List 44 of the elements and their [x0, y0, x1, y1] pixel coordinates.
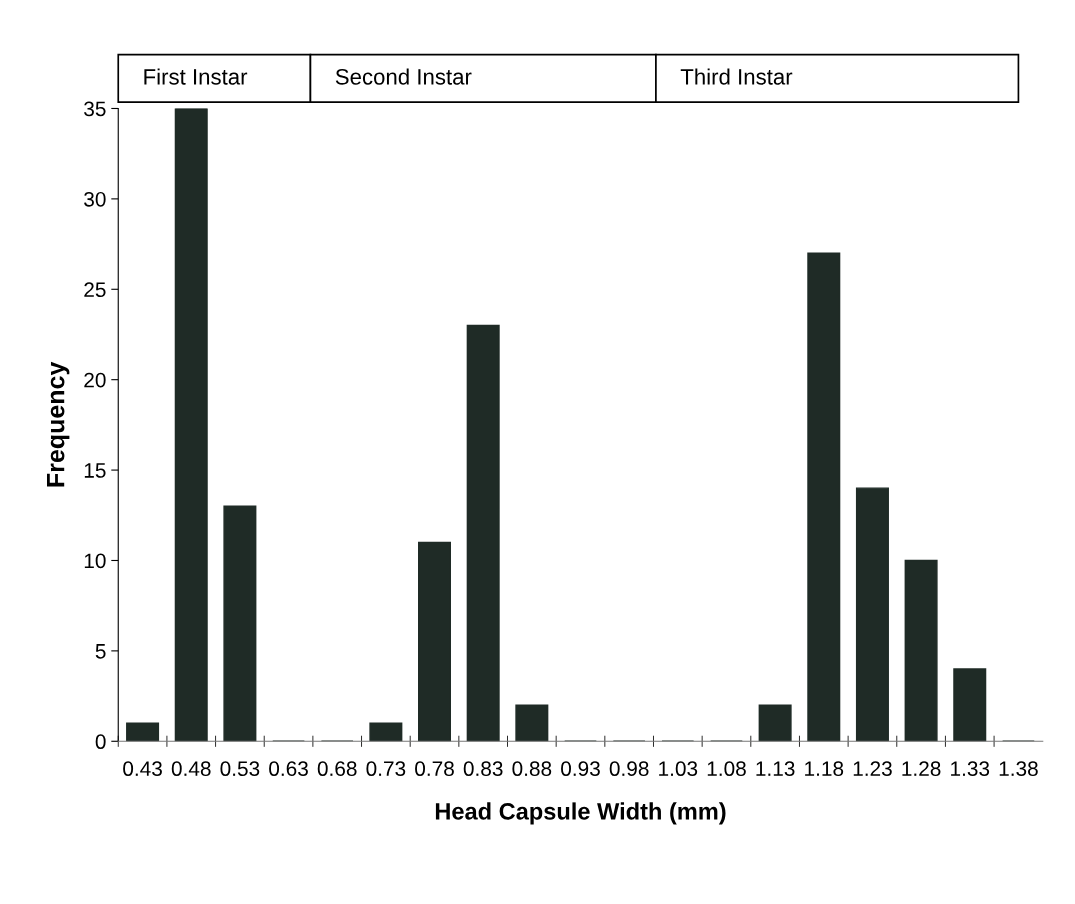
y-tick-label: 0 [95, 734, 106, 750]
x-tick-label: 0.98 [609, 761, 649, 777]
text: Third Instar [680, 68, 793, 85]
bar [953, 668, 987, 742]
bar [126, 722, 160, 742]
bar [418, 541, 452, 742]
y-tick-label: 30 [84, 191, 106, 207]
text: First Instar [144, 68, 248, 85]
x-tick-label: 1.28 [902, 761, 941, 777]
x-tick-label: 0.83 [463, 761, 503, 777]
x-tick-label: 1.03 [659, 761, 698, 777]
bar [223, 505, 257, 742]
x-tick-label: 0.43 [123, 761, 162, 777]
bar [904, 559, 938, 742]
bar [515, 704, 549, 742]
x-tick-label: 1.18 [805, 761, 844, 777]
x-tick-label: 0.73 [366, 761, 406, 777]
x-tick-label: 0.78 [415, 761, 454, 777]
y-tick-label: 5 [95, 644, 106, 659]
bar [807, 252, 841, 742]
y-tick-label: 10 [84, 553, 106, 569]
bar [758, 704, 792, 742]
x-tick-label: 1.13 [756, 761, 795, 777]
x-tick-label: 1.33 [951, 761, 990, 777]
x-tick-label: 1.08 [707, 761, 746, 777]
text: Second Instar [335, 68, 472, 85]
x-tick-label: 1.38 [999, 761, 1038, 777]
y-axis-title: Frequency [47, 361, 70, 487]
x-tick-label: 0.63 [269, 761, 308, 777]
bar [369, 722, 403, 742]
y-tick-label: 25 [84, 282, 106, 298]
y-tick-label: 15 [84, 463, 106, 478]
x-axis-title: Head Capsule Width (mm) [435, 802, 726, 825]
y-tick-label: 20 [84, 372, 106, 388]
y-tick-label: 35 [84, 101, 106, 117]
x-tick-label: 0.48 [171, 761, 211, 777]
bar [466, 324, 500, 742]
x-tick-label: 0.93 [561, 761, 600, 777]
bar [174, 108, 208, 742]
x-tick-label: 1.23 [853, 761, 892, 777]
x-tick-label: 0.88 [512, 761, 552, 777]
x-tick-label: 0.68 [317, 761, 357, 777]
bar [855, 487, 889, 742]
x-tick-label: 0.53 [220, 761, 260, 777]
